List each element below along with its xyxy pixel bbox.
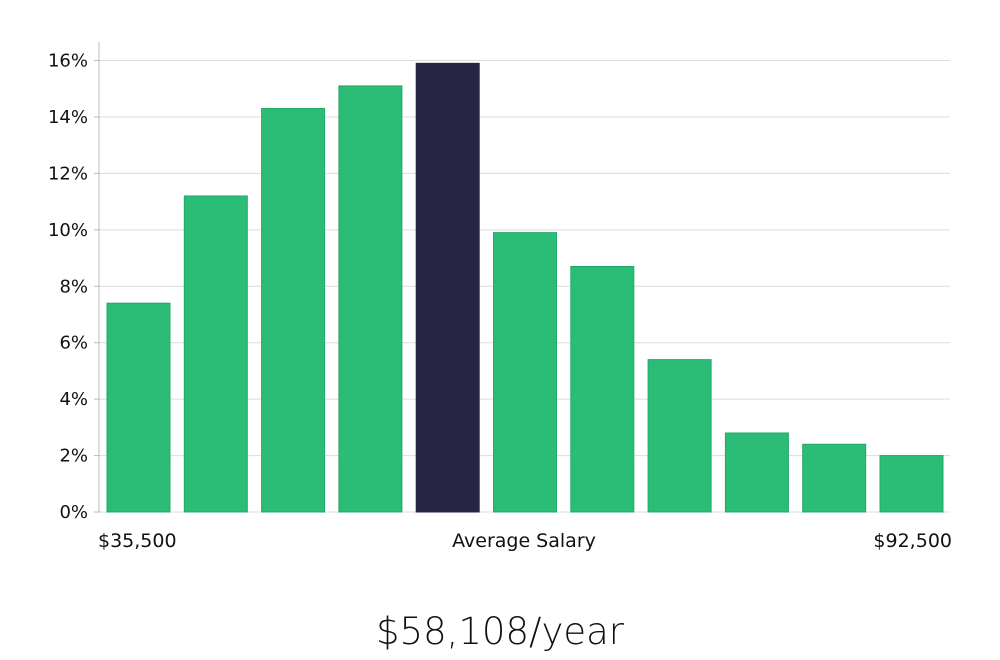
y-tick-label: 4% bbox=[59, 389, 88, 410]
bar[interactable] bbox=[338, 85, 403, 513]
x-axis-label: Average Salary bbox=[452, 530, 596, 552]
average-salary-value: $58,108/year bbox=[375, 610, 624, 653]
y-tick-label: 0% bbox=[59, 502, 88, 523]
bar[interactable] bbox=[647, 359, 712, 513]
bar[interactable] bbox=[261, 107, 326, 513]
y-tick-label: 16% bbox=[48, 51, 88, 72]
bar-average-salary[interactable] bbox=[415, 62, 480, 513]
bar[interactable] bbox=[802, 443, 867, 513]
bar[interactable] bbox=[879, 455, 944, 513]
y-tick-label: 12% bbox=[48, 163, 88, 184]
y-tick-label: 6% bbox=[59, 333, 88, 354]
bar[interactable] bbox=[724, 432, 789, 513]
y-tick-label: 2% bbox=[59, 446, 88, 467]
bar[interactable] bbox=[183, 195, 248, 513]
x-min-label: $35,500 bbox=[98, 530, 177, 552]
bar[interactable] bbox=[570, 265, 635, 513]
y-tick-label: 10% bbox=[48, 220, 88, 241]
y-tick-labels: 0% 2% 4% 6% 8% 10% 12% 14% 16% bbox=[48, 51, 100, 523]
x-max-label: $92,500 bbox=[873, 530, 952, 552]
salary-distribution-chart: 0% 2% 4% 6% 8% 10% 12% 14% 16% $35,500 Average S… bbox=[48, 42, 952, 552]
y-tick-label: 8% bbox=[59, 276, 88, 297]
y-tick-label: 14% bbox=[48, 107, 88, 128]
bar[interactable] bbox=[106, 302, 171, 513]
bars bbox=[106, 62, 944, 513]
bar[interactable] bbox=[493, 232, 557, 513]
